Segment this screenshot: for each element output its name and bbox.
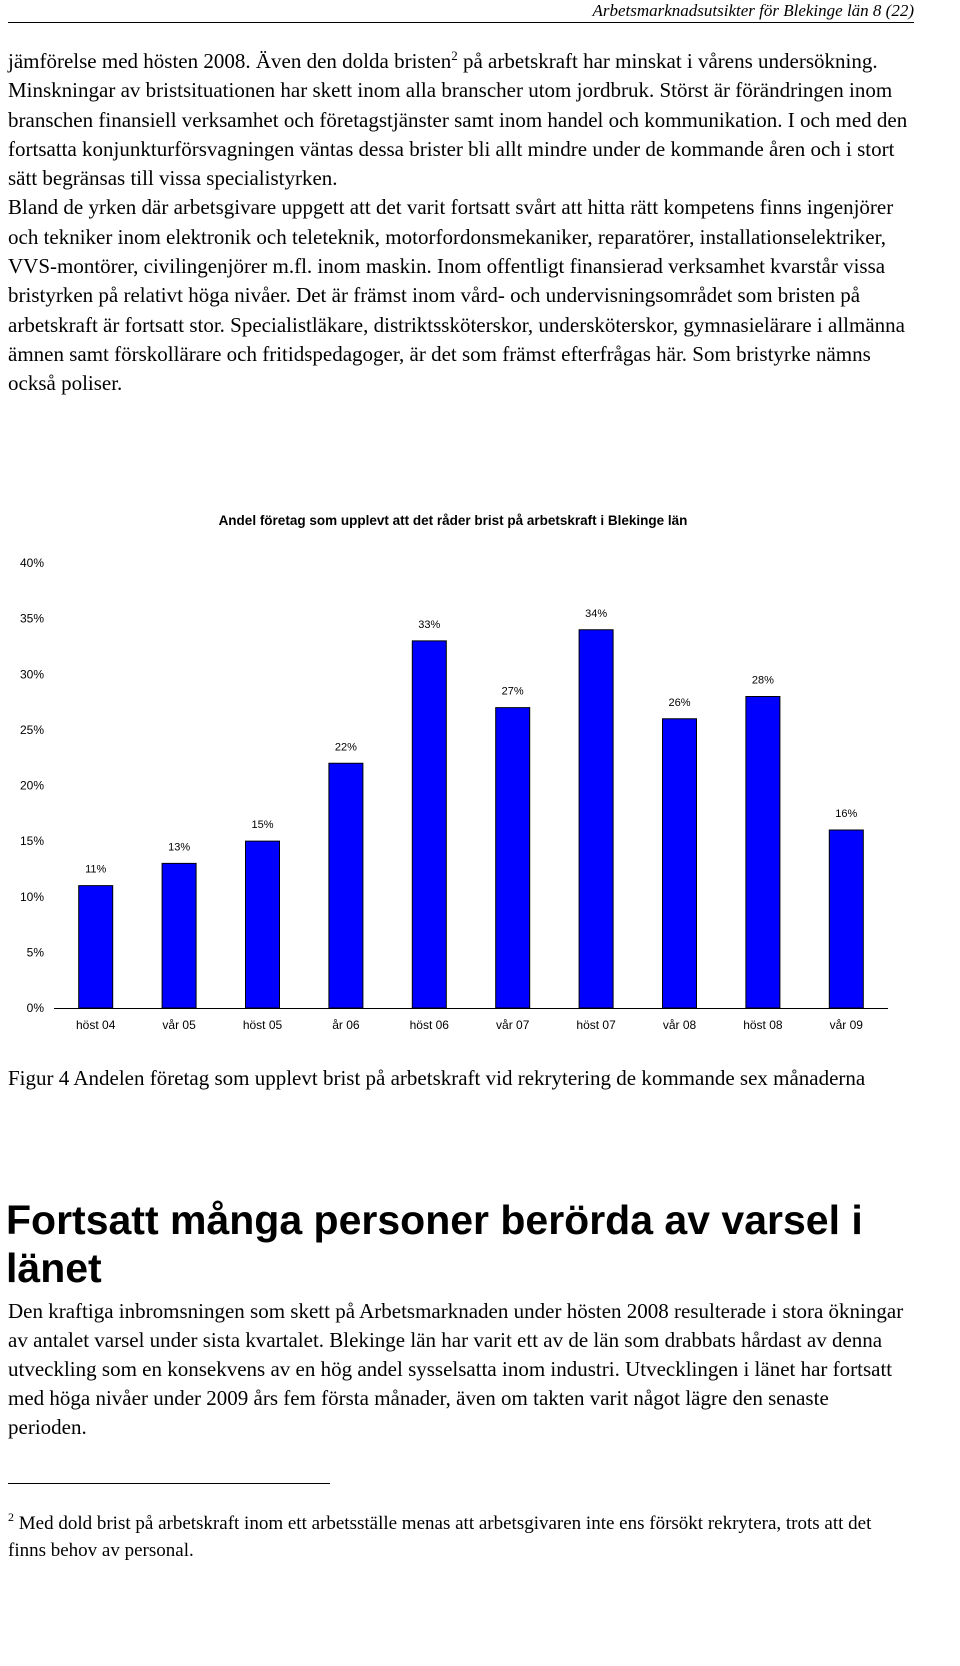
bar-value-label: 16%	[835, 808, 857, 820]
y-tick-label: 30%	[20, 667, 44, 681]
section-heading: Fortsatt många personer berörda av varse…	[6, 1197, 863, 1291]
bar-höst-05	[245, 840, 280, 1009]
x-tick-label: höst 05	[243, 1018, 283, 1032]
y-tick-label: 0%	[27, 1001, 45, 1015]
paragraph-1-block: jämförelse med hösten 2008. Även den dol…	[8, 47, 908, 193]
paragraph-1-part-c: Bland de yrken där arbetsgivare uppgett …	[8, 195, 905, 396]
x-tick-label: höst 04	[76, 1018, 116, 1032]
x-tick-label: vår 08	[663, 1018, 697, 1032]
bar-vår-05	[161, 862, 197, 1009]
bar-value-label: 22%	[335, 741, 357, 753]
x-tick-label: höst 06	[410, 1018, 450, 1032]
x-tick-label: höst 08	[743, 1018, 783, 1032]
footnote-number: 2	[8, 1510, 14, 1524]
y-tick-label: 35%	[20, 612, 44, 626]
x-tick-label: år 06	[332, 1018, 360, 1032]
bar-value-label: 26%	[668, 697, 690, 709]
y-tick-label: 40%	[20, 556, 44, 570]
bar-value-label: 15%	[251, 819, 273, 831]
bar-value-label: 13%	[168, 841, 190, 853]
y-tick-label: 20%	[20, 779, 44, 793]
bar-höst-07	[578, 629, 614, 1009]
paragraph-2-text: Den kraftiga inbromsningen som skett på …	[8, 1299, 904, 1439]
bar-value-label: 28%	[752, 675, 774, 687]
bar-vår-09	[828, 829, 864, 1009]
chart-title: Andel företag som upplevt att det råder …	[219, 513, 688, 528]
y-tick-label: 15%	[20, 834, 44, 848]
bar-chart: Andel företag som upplevt att det råder …	[0, 500, 920, 1060]
paragraph-1-part-a: jämförelse med hösten 2008. Även den dol…	[8, 49, 452, 73]
bar-höst-06	[411, 640, 447, 1009]
y-tick-label: 5%	[27, 945, 45, 959]
bar-value-label: 34%	[585, 608, 607, 620]
y-tick-label: 10%	[20, 890, 44, 904]
body-paragraph-2: Den kraftiga inbromsningen som skett på …	[8, 1297, 908, 1442]
x-tick-label: vår 07	[496, 1018, 530, 1032]
footnote-text: Med dold brist på arbetskraft inom ett a…	[8, 1513, 872, 1561]
x-tick-label: höst 07	[576, 1018, 616, 1032]
x-tick-label: vår 09	[830, 1018, 864, 1032]
bar-vår-08	[662, 718, 697, 1009]
footnote: 2 Med dold brist på arbetskraft inom ett…	[8, 1510, 908, 1564]
bar-value-label: 27%	[502, 686, 524, 698]
bar-år-06	[328, 762, 364, 1009]
bar-value-label: 11%	[85, 864, 106, 876]
body-paragraph-1: jämförelse med hösten 2008. Även den dol…	[8, 47, 908, 399]
footnote-reference[interactable]: 2	[451, 48, 458, 63]
footnote-divider	[8, 1483, 330, 1484]
bar-vår-07	[495, 707, 531, 1009]
running-header: Arbetsmarknadsutsikter för Blekinge län …	[8, 0, 914, 23]
y-tick-label: 25%	[20, 723, 44, 737]
paragraph-1-part-b: på arbetskraft har minskat i vårens unde…	[8, 49, 908, 191]
bar-value-label: 33%	[418, 619, 440, 631]
bar-chart-svg: Andel företag som upplevt att det råder …	[20, 513, 888, 1032]
bar-höst-04	[78, 885, 114, 1009]
bar-höst-08	[745, 696, 781, 1009]
x-tick-label: vår 05	[162, 1018, 196, 1032]
figure-caption: Figur 4 Andelen företag som upplevt bris…	[8, 1066, 866, 1090]
